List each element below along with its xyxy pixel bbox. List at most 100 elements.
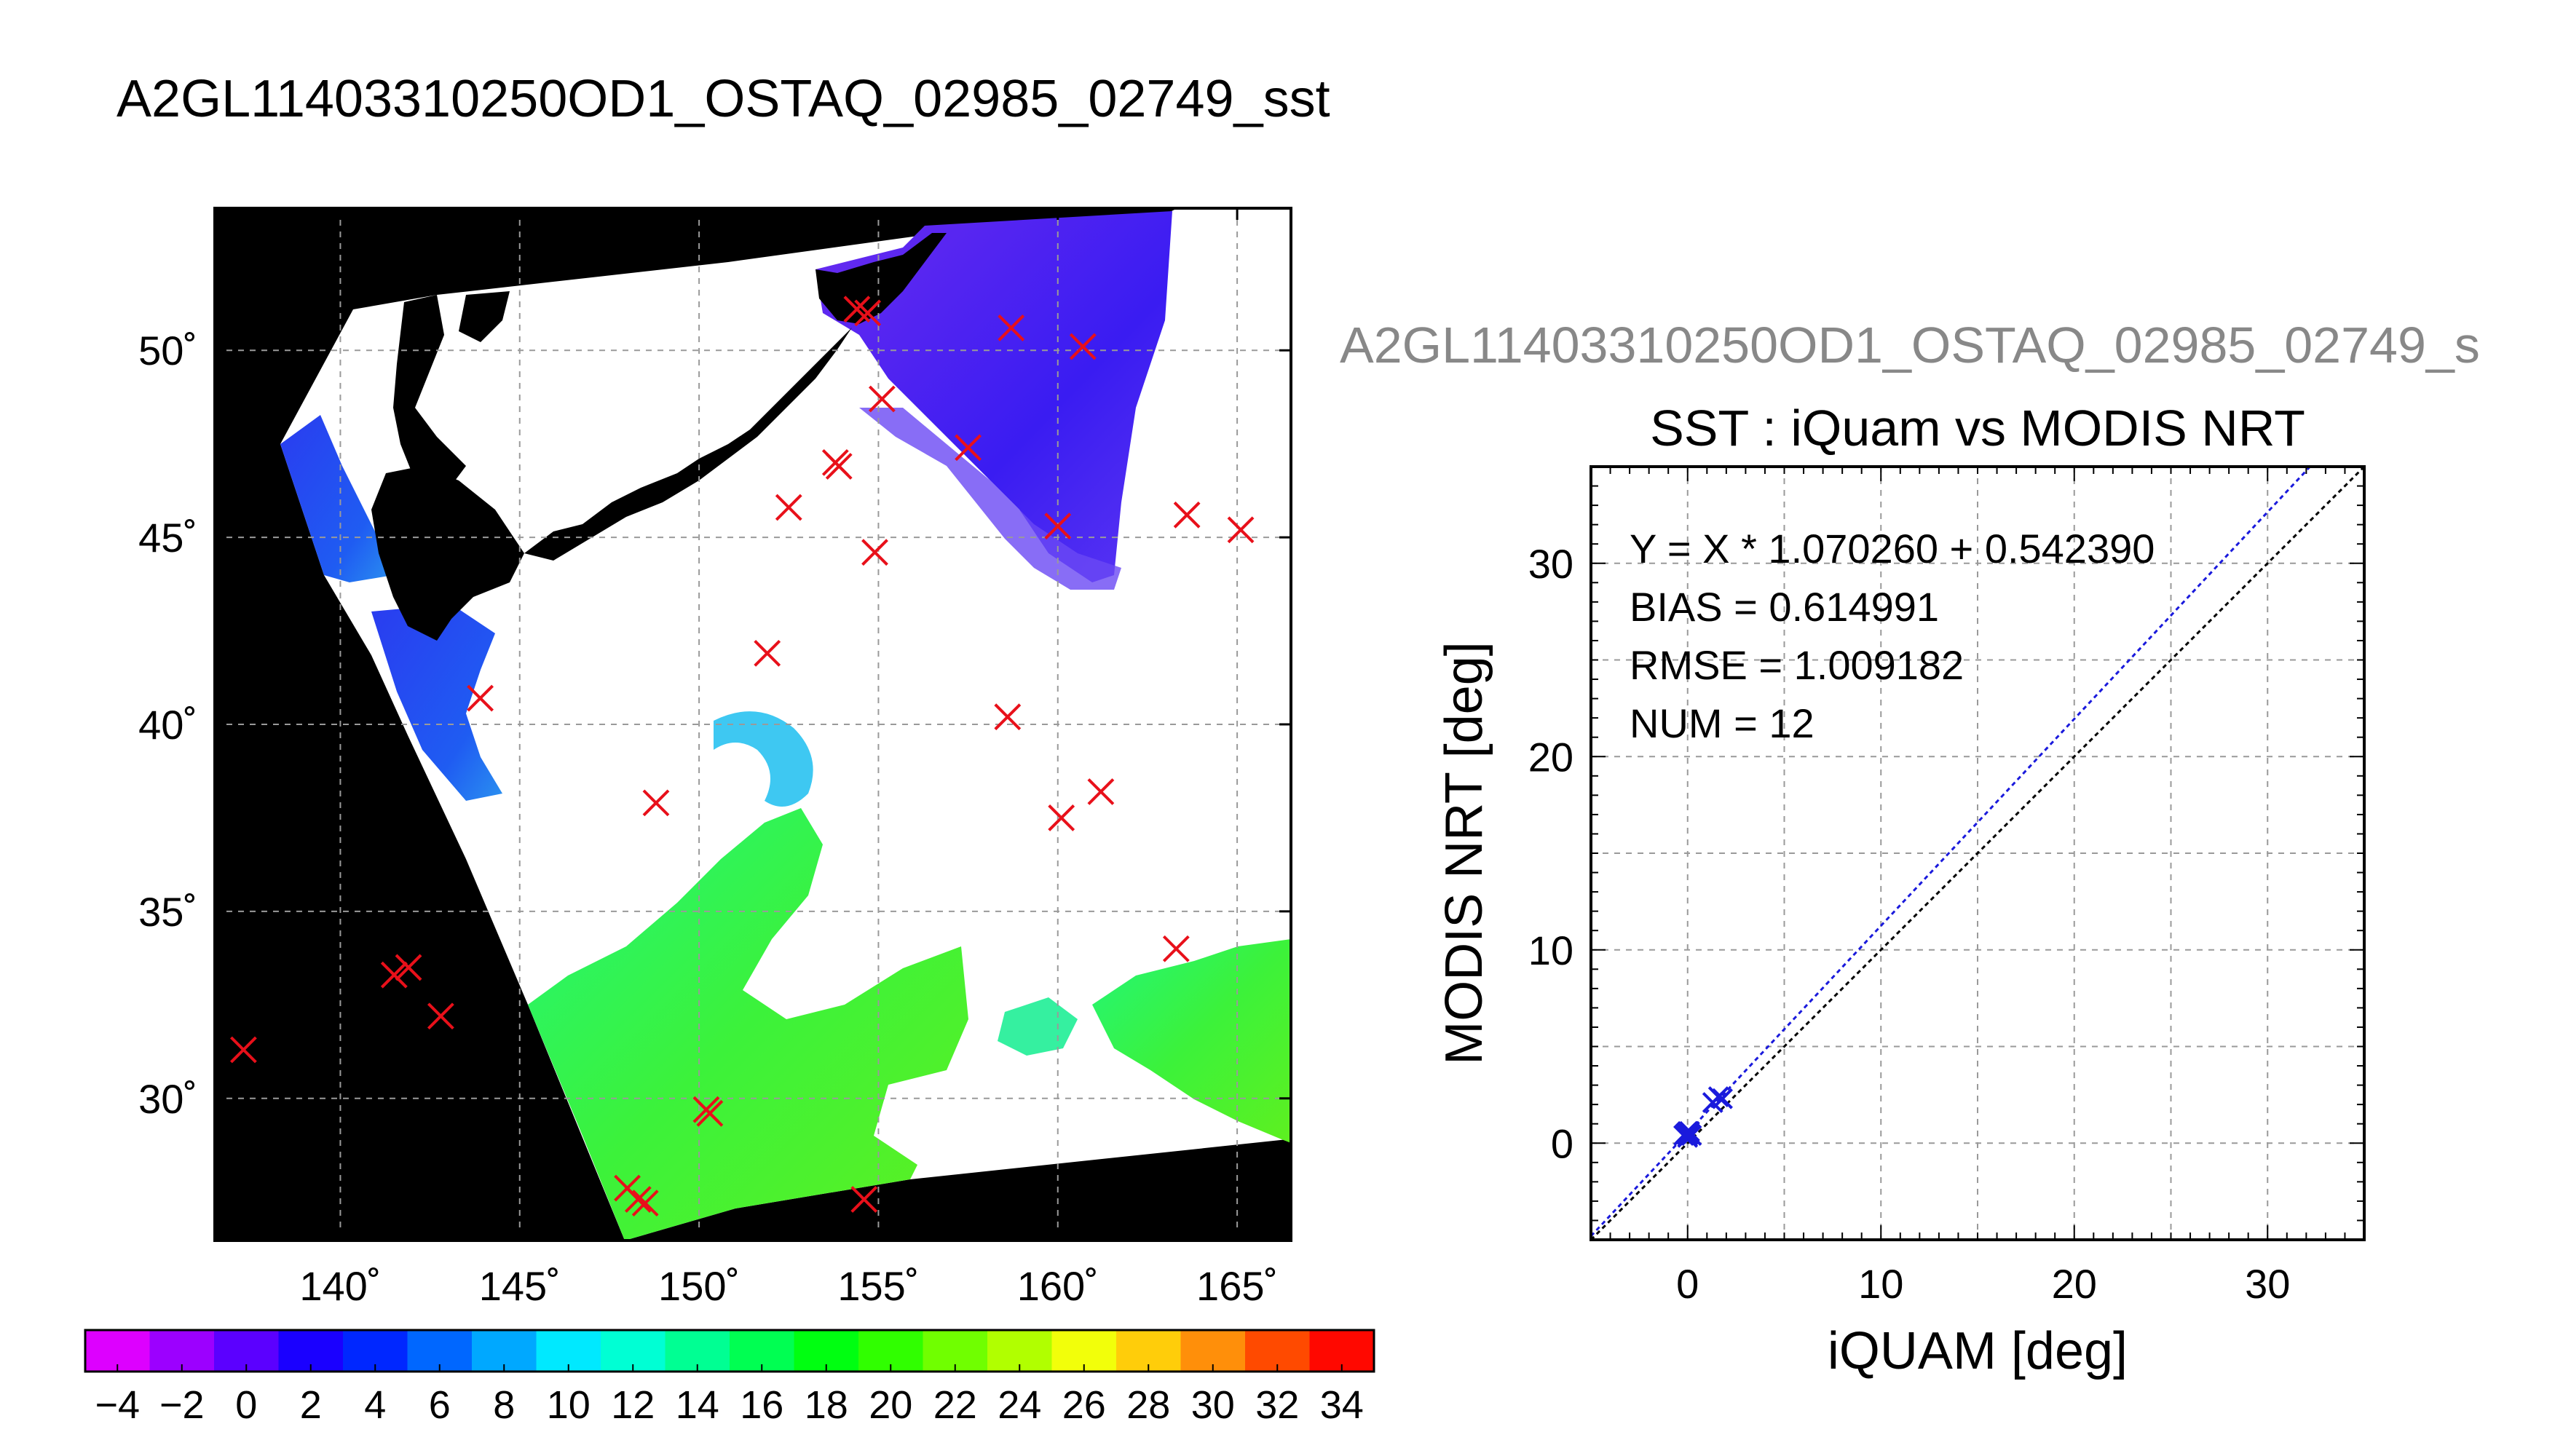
matchup-marker	[631, 1190, 659, 1217]
colorbar-tick-label: 28	[1126, 1383, 1170, 1427]
land-hokkaido	[371, 466, 524, 641]
scatter-x-tick-label: 30	[2245, 1261, 2290, 1307]
scatter-y-axis-ticks: 0 10 20 30	[1528, 541, 1573, 1167]
scatter-panel: SST : iQuam vs MODIS NRT Y = X * 1.07026…	[1435, 400, 2366, 1380]
matchup-marker	[754, 639, 781, 667]
map-y-axis-ticks: 30˚ 35˚ 40˚ 45˚ 50˚	[138, 328, 1291, 1122]
matchup-marker	[1048, 804, 1075, 831]
figure-title: A2GL11403310250OD1_OSTAQ_02985_02749_sst	[117, 70, 1330, 128]
map-x-tick-label: 145˚	[479, 1263, 561, 1309]
colorbar-tick-label: −4	[95, 1383, 140, 1427]
map-y-tick-label: 50˚	[138, 328, 197, 373]
map-x-tick-label: 155˚	[837, 1263, 919, 1309]
colorbar-tick-label: 26	[1062, 1383, 1106, 1427]
scatter-x-tick-label: 0	[1676, 1261, 1699, 1307]
colorbar-tick-label: 22	[933, 1383, 977, 1427]
matchup-marker	[1173, 501, 1201, 529]
stats-rmse: RMSE = 1.009182	[1630, 642, 1964, 688]
colorbar: −4 −2 0 2 4 6 8 10 12 14 16 18 20 22 24 26 28 30 32 34	[84, 1329, 1375, 1427]
matchup-marker	[955, 434, 982, 462]
scatter-subtitle: A2GL11403310250OD1_OSTAQ_02985_02749_s	[1340, 317, 2480, 373]
scatter-y-axis-label: MODIS NRT [deg]	[1435, 641, 1493, 1065]
stats-box: Y = X * 1.070260 + 0.542390 BIAS = 0.614…	[1630, 526, 2155, 746]
colorbar-tick-label: 34	[1320, 1383, 1364, 1427]
map-y-tick-label: 45˚	[138, 515, 197, 561]
matchup-marker	[1227, 516, 1255, 544]
coastal-strip-south	[371, 604, 502, 801]
map-x-tick-label: 160˚	[1017, 1263, 1099, 1309]
cold-water-edge	[859, 408, 1121, 590]
colorbar-tick-label: 20	[869, 1383, 912, 1427]
matchup-marker	[775, 494, 802, 521]
matchup-marker	[642, 789, 670, 817]
scatter-y-tick-label: 30	[1528, 541, 1573, 587]
scatter-y-tick-label: 0	[1551, 1120, 1573, 1166]
identity-line	[1591, 467, 2364, 1240]
stats-count: NUM = 12	[1630, 700, 1814, 746]
scatter-points	[1673, 1086, 1733, 1148]
matchup-marker	[395, 954, 422, 981]
matchup-marker	[868, 385, 896, 413]
scatter-point	[1707, 1086, 1729, 1107]
eddy-swirl	[714, 711, 813, 807]
scatter-point	[1677, 1123, 1699, 1144]
colorbar-tick-label: 0	[235, 1383, 257, 1427]
map-markers	[229, 296, 1255, 1217]
matchup-marker	[1044, 513, 1072, 540]
map-x-tick-label: 165˚	[1196, 1263, 1278, 1309]
matchup-marker	[624, 1186, 652, 1213]
map-y-tick-label: 40˚	[138, 702, 197, 748]
map-x-axis-ticks: 140˚ 145˚ 150˚ 155˚ 160˚ 165˚	[299, 208, 1278, 1309]
matchup-marker	[998, 314, 1025, 341]
colorbar-tick-label: 2	[300, 1383, 322, 1427]
colorbar-tick-label: 32	[1255, 1383, 1299, 1427]
matchup-marker	[229, 1036, 257, 1064]
land-okhotsk-coast	[459, 291, 510, 342]
map-grid	[215, 208, 1291, 1241]
map-y-tick-label: 35˚	[138, 889, 197, 935]
colorbar-tick-label: 14	[676, 1383, 719, 1427]
colorbar-tick-label: 12	[611, 1383, 655, 1427]
colorbar-ticks: −4 −2 0 2 4 6 8 10 12 14 16 18 20 22 24 26 28 30 32 34	[95, 1364, 1364, 1427]
sst-map-panel: 140˚ 145˚ 150˚ 155˚ 160˚ 165˚ 30˚ 35˚ 40˚ 45˚ 50˚	[138, 207, 1292, 1309]
colorbar-tick-label: 8	[493, 1383, 515, 1427]
map-x-tick-label: 150˚	[658, 1263, 740, 1309]
matchup-marker	[1069, 333, 1097, 360]
scatter-y-tick-label: 20	[1528, 734, 1573, 780]
colorbar-tick-label: 10	[547, 1383, 591, 1427]
map-y-tick-label: 30˚	[138, 1076, 197, 1122]
scatter-x-axis-ticks: 0 10 20 30	[1676, 1261, 2290, 1307]
scatter-x-tick-label: 20	[2052, 1261, 2097, 1307]
scatter-x-axis-label: iQUAM [deg]	[1828, 1322, 2128, 1380]
scatter-title: SST : iQuam vs MODIS NRT	[1650, 400, 2305, 456]
stats-fit-equation: Y = X * 1.070260 + 0.542390	[1630, 526, 2155, 571]
colorbar-tick-label: 4	[364, 1383, 386, 1427]
stats-bias: BIAS = 0.614991	[1630, 584, 1939, 630]
matchup-marker	[854, 299, 882, 327]
colorbar-tick-label: 30	[1191, 1383, 1235, 1427]
colorbar-tick-label: 18	[805, 1383, 848, 1427]
colorbar-tick-label: 16	[740, 1383, 783, 1427]
scatter-x-tick-label: 10	[1858, 1261, 1903, 1307]
matchup-marker	[380, 961, 408, 989]
scatter-minor-ticks	[1591, 467, 2364, 1240]
land-sakhalin	[393, 295, 466, 495]
cold-water-region	[816, 211, 1172, 582]
coastal-strip-north	[280, 415, 393, 582]
matchup-marker	[1087, 778, 1115, 805]
map-x-tick-label: 140˚	[299, 1263, 381, 1309]
matchup-marker	[850, 1186, 878, 1213]
matchup-marker	[861, 539, 888, 566]
colorbar-tick-label: 6	[429, 1383, 451, 1427]
colorbar-tick-label: −2	[159, 1383, 205, 1427]
warm-water-east	[1092, 939, 1291, 1143]
matchup-marker	[825, 453, 853, 480]
matchup-marker	[994, 703, 1022, 731]
colorbar-tick-label: 24	[998, 1383, 1041, 1427]
matchup-marker	[696, 1099, 724, 1127]
matchup-marker	[427, 1002, 454, 1030]
scatter-y-tick-label: 10	[1528, 927, 1573, 973]
matchup-marker	[1162, 935, 1190, 962]
colorbar-segments	[85, 1330, 1375, 1372]
